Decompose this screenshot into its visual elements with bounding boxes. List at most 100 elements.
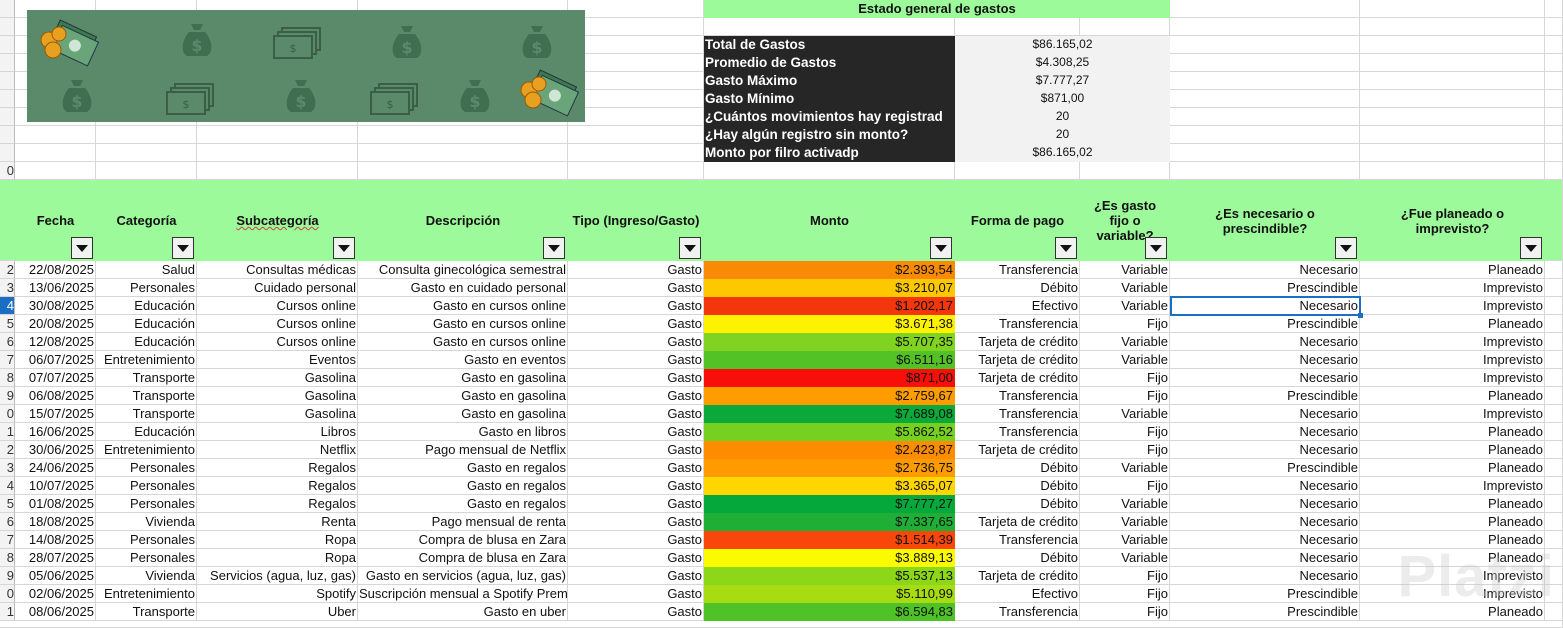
grid-cell[interactable]: [568, 72, 704, 90]
cell-necesario[interactable]: Necesario: [1170, 549, 1360, 567]
cell-subcategoria[interactable]: Ropa: [197, 531, 358, 549]
cell-planeado[interactable]: Planeado: [1360, 603, 1545, 621]
cell-fecha[interactable]: 18/08/2025: [15, 513, 96, 531]
row-header[interactable]: [0, 72, 15, 90]
cell-necesario[interactable]: Necesario: [1170, 531, 1360, 549]
cell-descripcion[interactable]: Gasto en servicios (agua, luz, gas): [358, 567, 568, 585]
cell-forma[interactable]: Tarjeta de crédito: [955, 333, 1080, 351]
cell-monto[interactable]: $2.393,54: [704, 261, 955, 279]
cell-subcategoria[interactable]: Gasolina: [197, 369, 358, 387]
cell-tipo[interactable]: Gasto: [568, 423, 704, 441]
cell-planeado[interactable]: Imprevisto: [1360, 333, 1545, 351]
cell-fecha[interactable]: 28/07/2025: [15, 549, 96, 567]
cell-fecha[interactable]: 22/08/2025: [15, 261, 96, 279]
grid-cell[interactable]: [568, 0, 704, 18]
grid-cell[interactable]: [1545, 72, 1563, 90]
row-header[interactable]: 3: [0, 279, 15, 297]
grid-cell[interactable]: [1360, 36, 1545, 54]
cell-monto[interactable]: $5.110,99: [704, 585, 955, 603]
cell-categoria[interactable]: Entretenimiento: [96, 441, 197, 459]
cell-fecha[interactable]: 13/06/2025: [15, 279, 96, 297]
row-header[interactable]: 7: [0, 531, 15, 549]
cell-tipo[interactable]: Gasto: [568, 549, 704, 567]
cell-fecha[interactable]: 30/08/2025: [15, 297, 96, 315]
cell-necesario[interactable]: Necesario: [1170, 441, 1360, 459]
cell-planeado[interactable]: Imprevisto: [1360, 405, 1545, 423]
grid-cell[interactable]: [197, 144, 358, 162]
cell-categoria[interactable]: Personales: [96, 477, 197, 495]
cell-fecha[interactable]: 15/07/2025: [15, 405, 96, 423]
grid-cell[interactable]: [1545, 36, 1563, 54]
filter-dropdown-icon[interactable]: [679, 237, 701, 259]
cell-fecha[interactable]: 07/07/2025: [15, 369, 96, 387]
grid-cell[interactable]: [1360, 90, 1545, 108]
cell-forma[interactable]: Transferencia: [955, 261, 1080, 279]
cell-necesario[interactable]: Necesario: [1170, 567, 1360, 585]
cell-descripcion[interactable]: Compra de blusa en Zara: [358, 549, 568, 567]
grid-cell[interactable]: [1170, 54, 1360, 72]
row-header[interactable]: 0: [0, 405, 15, 423]
cell-descripcion[interactable]: Gasto en gasolina: [358, 387, 568, 405]
cell-fijo[interactable]: Fijo: [1080, 603, 1170, 621]
cell-fecha[interactable]: 16/06/2025: [15, 423, 96, 441]
cell-subcategoria[interactable]: Gasolina: [197, 387, 358, 405]
row-header[interactable]: [0, 126, 15, 144]
grid-cell[interactable]: [568, 90, 704, 108]
cell-descripcion[interactable]: Consulta ginecológica semestral: [358, 261, 568, 279]
row-header[interactable]: 0: [0, 585, 15, 603]
grid-cell[interactable]: [1545, 54, 1563, 72]
cell-forma[interactable]: Tarjeta de crédito: [955, 369, 1080, 387]
grid-cell[interactable]: [358, 162, 568, 180]
cell-categoria[interactable]: Personales: [96, 495, 197, 513]
grid-cell[interactable]: [1545, 333, 1563, 351]
cell-monto[interactable]: $5.537,13: [704, 567, 955, 585]
cell-forma[interactable]: Tarjeta de crédito: [955, 351, 1080, 369]
cell-necesario[interactable]: Necesario: [1170, 513, 1360, 531]
cell-fijo[interactable]: Fijo: [1080, 315, 1170, 333]
cell-subcategoria[interactable]: Uber: [197, 603, 358, 621]
cell-forma[interactable]: Transferencia: [955, 315, 1080, 333]
cell-descripcion[interactable]: Gasto en cuidado personal: [358, 279, 568, 297]
filter-dropdown-icon[interactable]: [333, 237, 355, 259]
cell-subcategoria[interactable]: Regalos: [197, 459, 358, 477]
cell-categoria[interactable]: Salud: [96, 261, 197, 279]
grid-cell[interactable]: [197, 162, 358, 180]
grid-cell[interactable]: [1170, 144, 1360, 162]
cell-monto[interactable]: $5.862,52: [704, 423, 955, 441]
grid-cell[interactable]: [1360, 0, 1545, 18]
cell-necesario[interactable]: Necesario: [1170, 351, 1360, 369]
cell-planeado[interactable]: Planeado: [1360, 459, 1545, 477]
cell-forma[interactable]: Transferencia: [955, 423, 1080, 441]
cell-descripcion[interactable]: Gasto en regalos: [358, 495, 568, 513]
cell-monto[interactable]: $871,00: [704, 369, 955, 387]
cell-categoria[interactable]: Transporte: [96, 369, 197, 387]
cell-subcategoria[interactable]: Cursos online: [197, 315, 358, 333]
cell-fijo[interactable]: Fijo: [1080, 387, 1170, 405]
cell-fecha[interactable]: 30/06/2025: [15, 441, 96, 459]
cell-descripcion[interactable]: Suscripción mensual a Spotify Premium: [358, 585, 568, 603]
grid-cell[interactable]: [15, 126, 96, 144]
cell-necesario[interactable]: Prescindible: [1170, 315, 1360, 333]
row-header[interactable]: 0: [0, 162, 15, 180]
cell-planeado[interactable]: Planeado: [1360, 387, 1545, 405]
cell-planeado[interactable]: Imprevisto: [1360, 585, 1545, 603]
row-header[interactable]: 1: [0, 603, 15, 621]
cell-tipo[interactable]: Gasto: [568, 315, 704, 333]
cell-forma[interactable]: Débito: [955, 549, 1080, 567]
cell-descripcion[interactable]: Gasto en regalos: [358, 477, 568, 495]
grid-cell[interactable]: [1545, 405, 1563, 423]
cell-planeado[interactable]: Planeado: [1360, 261, 1545, 279]
cell-fecha[interactable]: 05/06/2025: [15, 567, 96, 585]
filter-dropdown-icon[interactable]: [172, 237, 194, 259]
grid-cell[interactable]: [568, 144, 704, 162]
cell-planeado[interactable]: Planeado: [1360, 549, 1545, 567]
cell-necesario[interactable]: Prescindible: [1170, 459, 1360, 477]
grid-cell[interactable]: [1545, 18, 1563, 36]
row-header[interactable]: 7: [0, 351, 15, 369]
row-header[interactable]: 9: [0, 567, 15, 585]
grid-cell[interactable]: [1170, 18, 1360, 36]
cell-fecha[interactable]: 12/08/2025: [15, 333, 96, 351]
cell-categoria[interactable]: Entretenimiento: [96, 351, 197, 369]
cell-monto[interactable]: $6.594,83: [704, 603, 955, 621]
cell-tipo[interactable]: Gasto: [568, 531, 704, 549]
